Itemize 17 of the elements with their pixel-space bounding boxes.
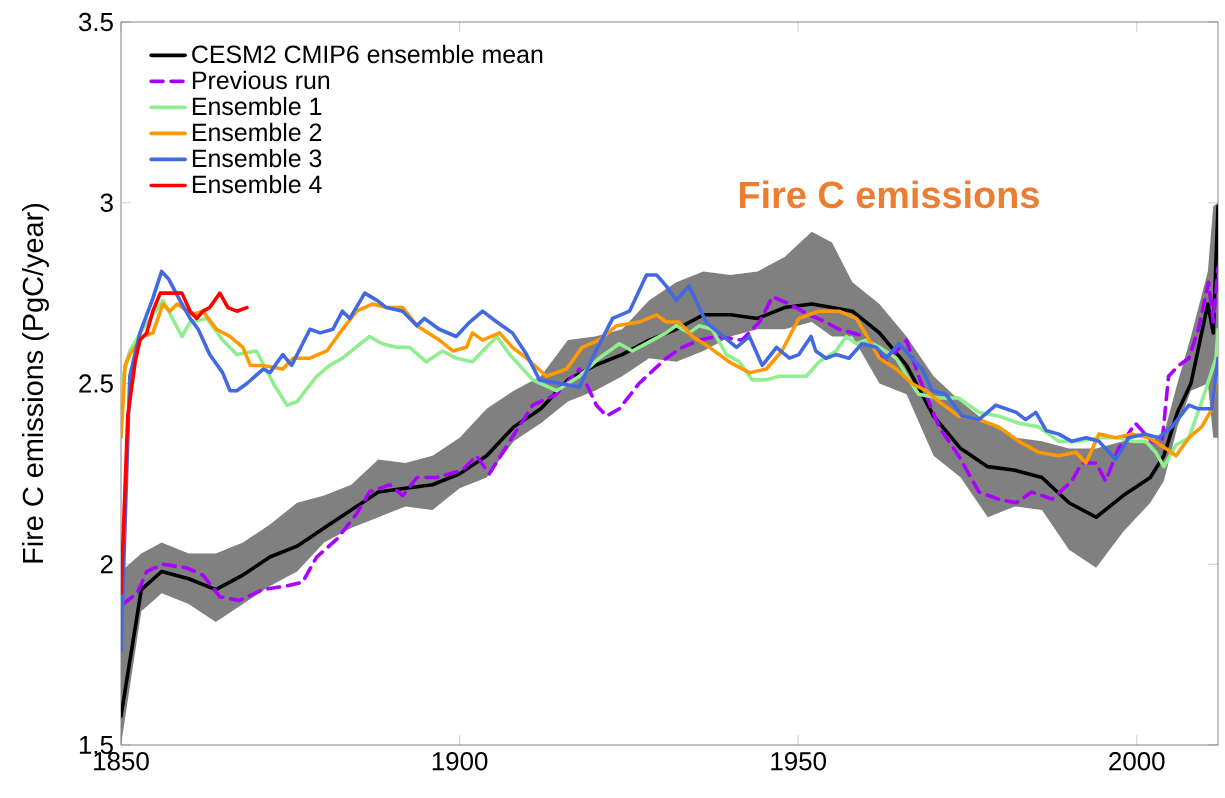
legend-label: Previous run — [192, 70, 330, 90]
x-tick-label: 1850 — [94, 752, 149, 771]
legend-label: CESM2 CMIP6 ensemble mean — [192, 44, 543, 64]
y-tick-label: 2.5 — [79, 374, 113, 393]
x-tick-label: 2000 — [1109, 752, 1165, 771]
y-tick-label: 2 — [100, 555, 113, 574]
legend-label: Ensemble 3 — [192, 148, 322, 168]
x-tick-label: 1900 — [432, 752, 488, 771]
legend-label: Ensemble 2 — [192, 122, 322, 142]
y-tick-label: 3.5 — [78, 12, 113, 32]
y-axis-title: Fire C emissions (PgC/year) — [21, 203, 49, 563]
y-tick-label: 1.5 — [79, 735, 113, 755]
x-tick-label: 1950 — [771, 752, 826, 771]
legend-label: Ensemble 1 — [192, 96, 322, 116]
text: Fire C emissions — [739, 180, 1039, 209]
y-tick-label: 3 — [100, 193, 113, 212]
legend-label: Ensemble 4 — [192, 174, 322, 194]
